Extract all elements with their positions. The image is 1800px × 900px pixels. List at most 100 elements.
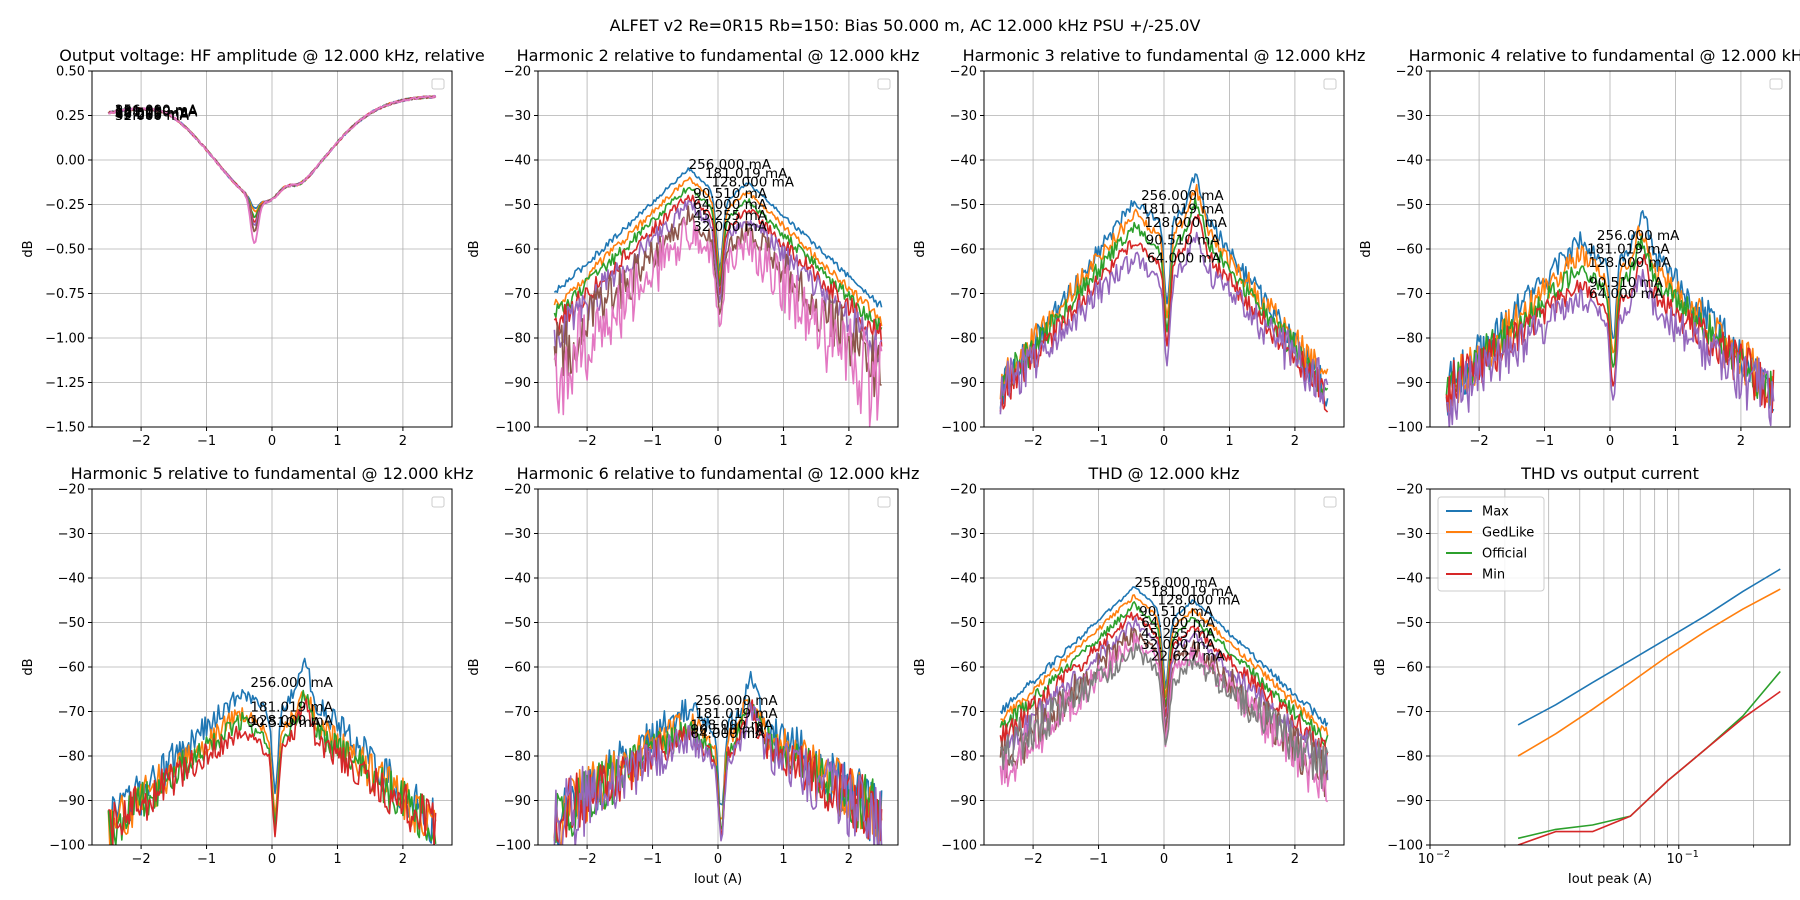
curve-annotation: 90.510 mA: [693, 186, 768, 202]
curve-annotation: 256.000 mA: [689, 157, 772, 173]
y-tick-label: −90: [504, 376, 531, 391]
y-tick-label: −40: [950, 154, 977, 169]
series-line-4: [1517, 690, 1781, 845]
curve-annotation: 90.510 mA: [1139, 604, 1214, 620]
x-tick-label: 2: [399, 434, 407, 449]
series-line-3: [999, 601, 1329, 747]
legend: Max GedLike Official Min: [1437, 496, 1545, 592]
y-tick-label: −90: [950, 794, 977, 809]
curve-annotation: 90.510 mA: [247, 715, 322, 731]
curve-annotation: 64.000 mA: [1589, 286, 1664, 302]
y-tick-label: −90: [1396, 376, 1423, 391]
curve-annotation: 128.000 mA: [1588, 255, 1671, 271]
y-tick-label: −50: [1396, 616, 1423, 631]
x-tick-label: 1: [1225, 434, 1233, 449]
curve-annotation: 22.627 mA: [1151, 648, 1226, 664]
curve-annotation: 45.255 mA: [693, 208, 768, 224]
series-line-2: [553, 176, 883, 327]
curve-annotation: 181.019 mA: [695, 706, 778, 722]
y-tick-label: 0.50: [56, 65, 85, 80]
y-tick-label: −70: [950, 705, 977, 720]
x-tick-label: 2: [845, 852, 853, 867]
x-tick-label: −1: [1535, 434, 1554, 449]
x-tick-label: 2: [845, 434, 853, 449]
y-tick-label: −80: [58, 750, 85, 765]
y-tick-label: −0.75: [45, 287, 85, 302]
x-tick-label: 0: [714, 434, 722, 449]
x-tick-label: 0: [1160, 434, 1168, 449]
curve-annotation: 256.000 mA: [1135, 575, 1218, 591]
x-tick-label: 0: [1606, 434, 1614, 449]
subplot-title: Harmonic 6 relative to fundamental @ 12.…: [517, 464, 920, 483]
y-tick-label: −90: [58, 794, 85, 809]
curve-annotation: 32.000 mA: [115, 108, 190, 124]
y-tick-label: −20: [1396, 65, 1423, 80]
x-tick-exponent: −2: [1436, 849, 1450, 860]
y-tick-label: −1.25: [45, 376, 85, 391]
subplot-title: THD vs output current: [1520, 464, 1699, 483]
subplot-title: Harmonic 3 relative to fundamental @ 12.…: [963, 46, 1366, 65]
empty-legend: [877, 78, 891, 90]
y-tick-label: −70: [58, 705, 85, 720]
x-tick-label: 2: [1737, 434, 1745, 449]
curve-annotation: 90.510 mA: [1589, 275, 1664, 291]
series-line-5: [553, 700, 883, 845]
y-axis-label: dB: [467, 658, 482, 675]
series-line-6: [553, 205, 882, 398]
y-tick-label: −100: [941, 421, 977, 436]
curve-annotation: 256.000 mA: [1141, 188, 1224, 204]
subplot-title: Harmonic 4 relative to fundamental @ 12.…: [1409, 46, 1800, 65]
x-tick-label: −1: [643, 434, 662, 449]
y-tick-label: 0.00: [56, 154, 85, 169]
subplot-title: Harmonic 5 relative to fundamental @ 12.…: [71, 464, 474, 483]
y-tick-label: −80: [950, 750, 977, 765]
y-tick-label: −40: [504, 154, 531, 169]
series-line-4: [107, 698, 437, 845]
curve-annotation: 45.255 mA: [1141, 626, 1216, 642]
x-tick-label: −2: [1024, 434, 1043, 449]
empty-legend: [431, 496, 445, 508]
x-tick-label: −2: [132, 434, 151, 449]
y-tick-label: −30: [1396, 109, 1423, 124]
y-tick-label: −80: [1396, 750, 1423, 765]
curve-annotation: 181.019 mA: [1151, 584, 1234, 600]
series-group: [999, 173, 1329, 415]
y-tick-label: −80: [1396, 332, 1423, 347]
curve-annotation: 256.000 mA: [250, 675, 333, 691]
legend-label: Max: [1482, 505, 1509, 520]
y-tick-label: −30: [58, 527, 85, 542]
y-tick-label: −20: [58, 483, 85, 498]
curve-annotation: 181.019 mA: [705, 166, 788, 182]
x-tick-label: 1: [333, 852, 341, 867]
series-line-1: [999, 586, 1329, 727]
curve-annotation: 64.000 mA: [115, 106, 190, 122]
curve-annotation: 128.000 mA: [1144, 215, 1227, 231]
series-group: [1517, 568, 1781, 845]
series-group: [999, 586, 1329, 803]
empty-legend: [431, 78, 445, 90]
series-line-7: [108, 94, 437, 244]
curve-annotation: 45.255 mA: [115, 107, 190, 123]
empty-legend: [1323, 496, 1337, 508]
y-tick-label: −0.25: [45, 198, 85, 213]
empty-legend: [1769, 78, 1783, 90]
x-tick-label: 1: [779, 852, 787, 867]
x-tick-label: −1: [643, 852, 662, 867]
y-axis-label: dB: [1373, 658, 1388, 675]
series-line-1: [553, 167, 883, 308]
x-tick-label: 2: [1291, 434, 1299, 449]
y-tick-label: −50: [58, 616, 85, 631]
y-tick-label: −90: [1396, 794, 1423, 809]
x-tick-label: 1: [1225, 852, 1233, 867]
curve-annotation: 32.000 mA: [693, 219, 768, 235]
series-line-1: [1517, 568, 1781, 726]
y-tick-label: −70: [504, 287, 531, 302]
curve-annotation: 256.000 mA: [1597, 228, 1680, 244]
y-tick-label: −60: [950, 661, 977, 676]
curve-annotation: 64.000 mA: [693, 197, 768, 213]
